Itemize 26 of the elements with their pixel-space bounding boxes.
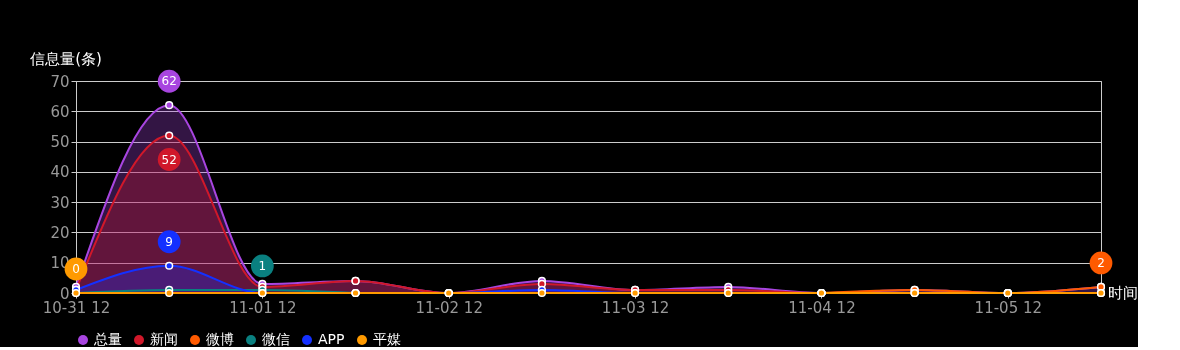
x-tick-label: 11-04 12 <box>788 298 856 317</box>
y-axis-title: 信息量(条) <box>30 50 102 68</box>
x-tick-label: 11-02 12 <box>415 298 483 317</box>
y-tick-label: 20 <box>50 223 70 242</box>
legend-label: 总量 <box>93 331 122 347</box>
legend-label: 新闻 <box>150 331 178 347</box>
x-tick-label: 11-05 12 <box>974 298 1043 317</box>
x-tick-label: 11-03 12 <box>601 298 670 317</box>
y-tick-label: 30 <box>50 193 70 212</box>
y-tick-label: 50 <box>50 133 70 152</box>
data-label: 9 <box>165 234 173 249</box>
x-axis-title: 时间 <box>1108 284 1138 302</box>
x-tick-label: 11-01 12 <box>229 298 297 317</box>
legend-label: APP <box>318 331 345 347</box>
y-tick-label: 60 <box>50 102 70 121</box>
legend-label: 平媒 <box>373 331 401 347</box>
data-label: 0 <box>72 262 80 276</box>
y-tick-label: 40 <box>50 163 70 182</box>
legend-label: 微信 <box>262 331 290 347</box>
data-label: 62 <box>161 74 177 89</box>
data-label: 1 <box>258 258 267 273</box>
x-tick-label: 10-31 12 <box>42 298 111 317</box>
data-label: 52 <box>161 152 177 167</box>
legend-label: 微博 <box>206 331 234 347</box>
y-tick-label: 70 <box>50 72 70 91</box>
data-label: 2 <box>1097 255 1105 270</box>
